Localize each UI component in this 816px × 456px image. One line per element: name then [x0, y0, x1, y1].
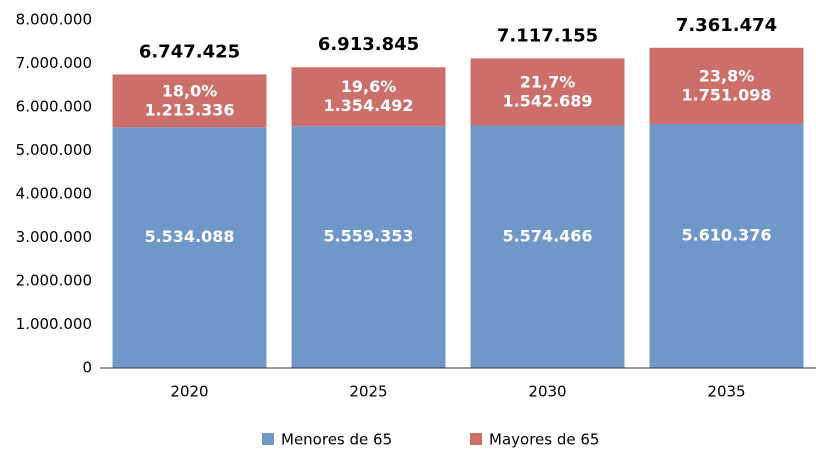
value-label: 1.354.492 [323, 96, 413, 115]
x-tick-label: 2030 [528, 383, 566, 401]
value-label: 1.542.689 [502, 91, 592, 110]
total-label: 6.747.425 [139, 41, 240, 62]
bar-segment [112, 127, 267, 368]
value-label: 5.610.376 [681, 225, 771, 244]
bar-segment [470, 58, 625, 126]
bar-segment [649, 47, 804, 124]
legend-label: Mayores de 65 [489, 431, 599, 449]
percent-label: 18,0% [162, 81, 218, 100]
percent-label: 19,6% [341, 77, 397, 96]
y-tick-label: 7.000.000 [16, 54, 92, 72]
y-tick-label: 8.000.000 [16, 11, 92, 29]
legend-swatch [262, 433, 274, 445]
y-tick-label: 6.000.000 [16, 98, 92, 116]
y-tick-label: 4.000.000 [16, 185, 92, 203]
x-tick-label: 2025 [349, 383, 387, 401]
bar-segment [649, 123, 804, 369]
total-label: 6.913.845 [318, 34, 419, 55]
y-tick-label: 2.000.000 [16, 272, 92, 290]
x-tick-label: 2020 [170, 383, 208, 401]
value-label: 5.574.466 [502, 226, 592, 245]
percent-label: 23,8% [699, 66, 755, 85]
bar-segment [112, 74, 267, 128]
y-tick-label: 5.000.000 [16, 141, 92, 159]
total-label: 7.361.474 [676, 15, 777, 36]
bar-segment [291, 126, 446, 368]
value-label: 1.751.098 [681, 85, 771, 104]
value-label: 1.213.336 [144, 100, 234, 119]
value-label: 5.559.353 [323, 227, 413, 246]
y-tick-label: 0 [82, 359, 92, 377]
percent-label: 21,7% [520, 72, 576, 91]
y-tick-label: 1.000.000 [16, 315, 92, 333]
x-tick-label: 2035 [707, 383, 745, 401]
value-label: 5.534.088 [144, 227, 234, 246]
y-tick-label: 3.000.000 [16, 228, 92, 246]
bar-segment [291, 67, 446, 127]
legend-swatch [470, 433, 482, 445]
total-label: 7.117.155 [497, 25, 598, 46]
legend-label: Menores de 65 [281, 431, 392, 449]
bar-segment [470, 125, 625, 368]
